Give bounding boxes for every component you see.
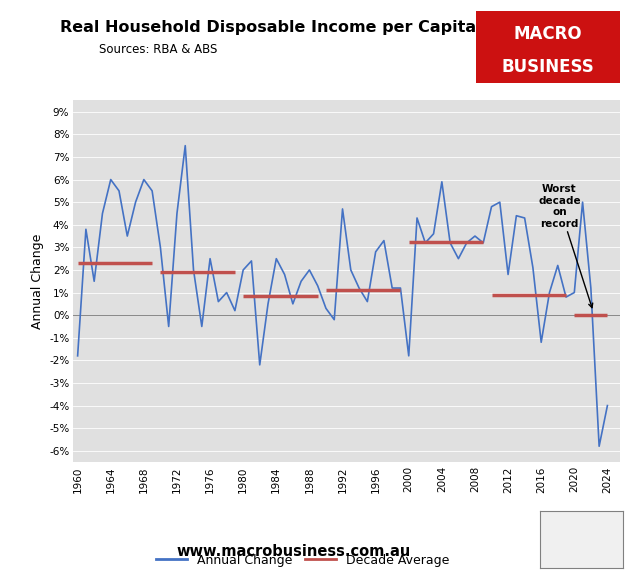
Text: Worst
decade
on
record: Worst decade on record <box>538 184 593 308</box>
Text: www.macrobusiness.com.au: www.macrobusiness.com.au <box>177 544 411 559</box>
Text: BUSINESS: BUSINESS <box>502 59 594 76</box>
Text: MACRO: MACRO <box>514 25 582 44</box>
Legend: Annual Change, Decade Average: Annual Change, Decade Average <box>151 549 455 572</box>
Text: Sources: RBA & ABS: Sources: RBA & ABS <box>99 43 217 56</box>
Y-axis label: Annual Change: Annual Change <box>31 234 43 329</box>
Text: Real Household Disposable Income per Capita: Real Household Disposable Income per Cap… <box>60 20 477 35</box>
